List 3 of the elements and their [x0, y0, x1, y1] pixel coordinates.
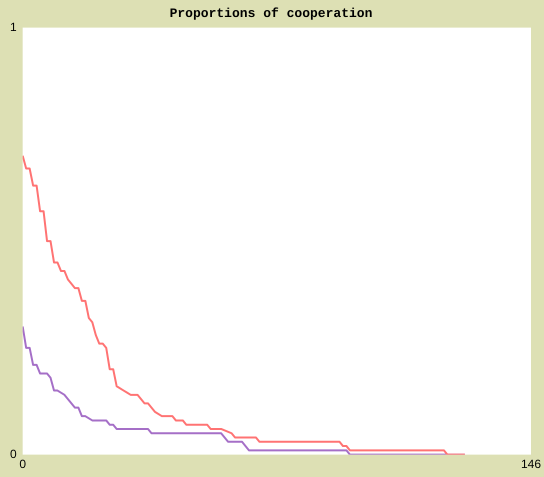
x-tick-label: 146	[520, 457, 542, 472]
y-tick-label: 1	[10, 20, 17, 34]
chart-title: Proportions of cooperation	[170, 6, 373, 22]
